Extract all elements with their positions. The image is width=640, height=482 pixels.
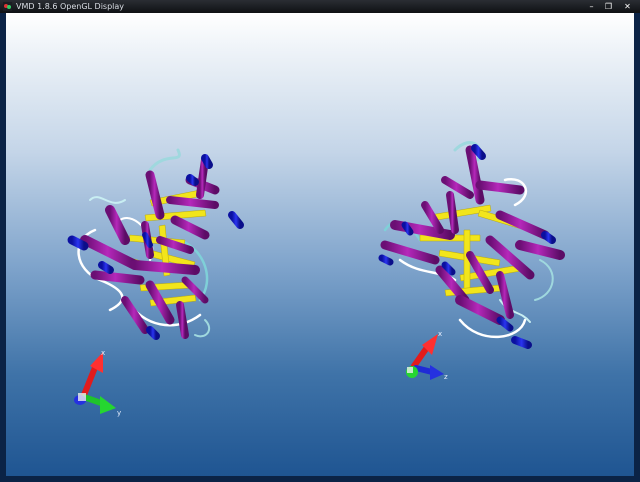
window-border-left	[0, 13, 6, 482]
title-bar[interactable]: VMD 1.8.6 OpenGL Display – ❐ ✕	[0, 0, 640, 13]
maximize-button[interactable]: ❐	[604, 2, 613, 11]
window-border-right	[634, 13, 640, 482]
y-axis-arrow	[81, 394, 116, 414]
minimize-button[interactable]: –	[589, 2, 594, 11]
z-axis-arrow-right	[413, 365, 444, 380]
window-border-bottom	[0, 476, 640, 482]
protein-left[interactable]	[67, 148, 244, 340]
alpha-helices-right	[380, 145, 565, 325]
x-axis-arrow-right	[411, 334, 438, 369]
x-axis-arrow	[81, 352, 103, 398]
z-axis-arrow	[74, 393, 86, 405]
vmd-app-icon	[3, 2, 12, 11]
close-button[interactable]: ✕	[624, 2, 631, 11]
axis-label-z-right: z	[444, 373, 448, 381]
alpha-helices-left	[80, 156, 220, 339]
helix-caps-right	[378, 144, 556, 349]
orientation-axes-left: x y	[74, 349, 121, 417]
orientation-axes-right: x z	[406, 330, 448, 381]
axis-label-x-left: x	[101, 349, 105, 357]
window-title: VMD 1.8.6 OpenGL Display	[16, 2, 125, 11]
axis-label-x-right: x	[438, 330, 442, 338]
axis-label-y-left: y	[117, 409, 121, 417]
y-axis-arrow-right	[406, 366, 418, 378]
protein-right[interactable]	[378, 141, 565, 349]
helix-caps-left	[67, 154, 244, 340]
